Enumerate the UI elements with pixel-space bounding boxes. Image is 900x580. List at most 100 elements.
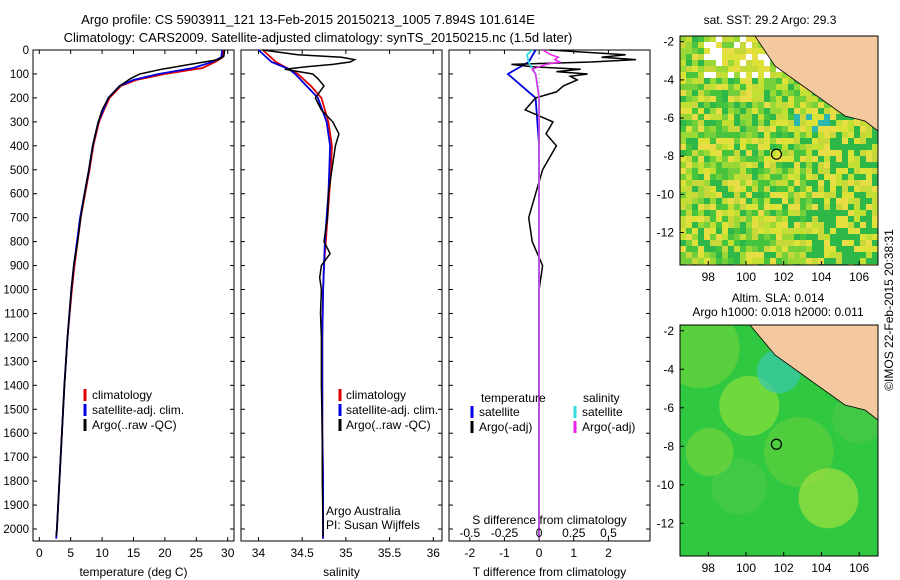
series-line-argo-raw-qc- <box>55 49 226 537</box>
x-tick-label: 100 <box>736 270 756 284</box>
y-tick-label: -2 <box>663 324 674 338</box>
x-tick-label: 0 <box>536 546 543 560</box>
s-tick-label: 0 <box>536 526 543 540</box>
legend-label: satellite-adj. clim. <box>346 403 438 417</box>
y-tick-label: -12 <box>657 226 675 240</box>
s-tick-label: 0.25 <box>562 526 586 540</box>
x-tick-label: 36 <box>427 546 441 560</box>
x-axis-label: salinity <box>323 565 360 579</box>
annotation-text: Argo Australia <box>326 504 401 518</box>
x-tick-label: 100 <box>736 561 756 575</box>
y-tick-label: 1100 <box>4 308 29 320</box>
series-line-argo-raw-qc- <box>262 49 357 537</box>
difference-panel: -2 -1 0 1 2 T difference from climatology -0.5… <box>448 49 651 579</box>
land-area <box>749 325 878 421</box>
legend-label: Argo(..raw -QC) <box>92 418 177 432</box>
x-tick-label: 5 <box>67 546 74 560</box>
map-field <box>680 36 878 265</box>
y-tick-label: 1700 <box>3 452 29 464</box>
y-tick-label: 900 <box>10 261 29 273</box>
map-field <box>680 325 878 556</box>
y-tick-label: -4 <box>663 362 674 376</box>
x-axis-label-top: S difference from climatology <box>472 513 627 527</box>
legend-label: climatology <box>92 388 152 402</box>
y-tick-label: 1500 <box>3 404 29 416</box>
y-tick-label: 300 <box>10 117 29 129</box>
x-tick-label: 34 <box>252 546 266 560</box>
y-tick-label: -12 <box>657 516 675 530</box>
y-tick-label: 2000 <box>3 524 29 536</box>
legend-label: satellite-adj. clim. <box>92 403 184 417</box>
y-tick-label: 1000 <box>3 285 29 297</box>
legend-label: satellite <box>582 405 623 419</box>
map-frame <box>679 35 879 266</box>
x-axis-label: temperature (deg C) <box>79 565 187 579</box>
x-tick-label: 20 <box>158 546 172 560</box>
x-tick-label: 102 <box>774 270 794 284</box>
x-tick-label: 35 <box>339 546 353 560</box>
y-tick-label: -6 <box>663 401 674 415</box>
s-tick-label: 0.5 <box>600 526 617 540</box>
x-tick-label: 0 <box>36 546 43 560</box>
y-tick-label: -10 <box>657 187 675 201</box>
x-tick-label: 15 <box>127 546 141 560</box>
plot-frame <box>240 49 443 542</box>
series-line-s-argo-adj- <box>531 49 563 539</box>
y-tick-label: -10 <box>657 478 675 492</box>
y-tick-label: 800 <box>10 237 29 249</box>
y-tick-label: 600 <box>10 189 29 201</box>
y-tick-label: 700 <box>10 213 29 225</box>
x-tick-label: 106 <box>849 561 869 575</box>
x-tick-label: 1 <box>570 546 577 560</box>
title-line-2: Climatology: CARS2009. Satellite-adjuste… <box>64 30 573 45</box>
y-tick-label: 200 <box>10 93 29 105</box>
y-tick-label: -2 <box>663 35 674 49</box>
x-tick-label: 2 <box>605 546 612 560</box>
x-tick-label: 98 <box>702 561 716 575</box>
y-tick-label: -6 <box>663 111 674 125</box>
y-tick-label: 1800 <box>3 476 29 488</box>
sla-map-title-1: Altim. SLA: 0.014 <box>732 291 825 305</box>
x-tick-label: 10 <box>95 546 109 560</box>
plot-frame <box>32 49 235 542</box>
sla-map-title-2: Argo h1000: 0.018 h2000: 0.011 <box>692 305 864 319</box>
x-tick-label: -2 <box>464 546 475 560</box>
sst-map-title: sat. SST: 29.2 Argo: 29.3 <box>704 13 837 27</box>
x-tick-label: 34.5 <box>290 546 314 560</box>
x-tick-label: 102 <box>774 561 794 575</box>
s-tick-label: -0.25 <box>491 526 519 540</box>
map-frame <box>679 324 879 557</box>
x-tick-label: 98 <box>702 270 716 284</box>
y-tick-label: 0 <box>23 45 29 57</box>
x-tick-label: 104 <box>811 270 831 284</box>
float-position-marker <box>770 148 783 160</box>
y-tick-label: 1600 <box>3 428 29 440</box>
legend-label: climatology <box>346 388 406 402</box>
y-tick-label: -4 <box>663 73 674 87</box>
title-line-1: Argo profile: CS 5903911_121 13-Feb-2015… <box>81 12 535 27</box>
x-tick-label: 25 <box>190 546 204 560</box>
annotation-text: PI: Susan Wijffels <box>326 518 420 532</box>
y-tick-label: -8 <box>663 439 674 453</box>
x-tick-label: 104 <box>811 561 831 575</box>
y-tick-label: 1400 <box>3 380 29 392</box>
y-tick-label: 100 <box>10 69 29 81</box>
legend-title-salinity: salinity <box>583 391 620 405</box>
sst-map-panel: sat. SST: 29.2 Argo: 29.3 98 100 102 104 106 -… <box>657 13 879 284</box>
y-tick-label: 500 <box>10 165 29 177</box>
x-tick-label: -1 <box>499 546 510 560</box>
legend-label: Argo(-adj) <box>582 420 635 434</box>
legend-label: satellite <box>479 405 520 419</box>
plot-frame <box>448 49 651 542</box>
float-position-marker <box>770 438 783 450</box>
temperature-panel: 0 5 10 15 20 25 300100200300400500600700800900… <box>3 45 234 579</box>
y-tick-label: 1900 <box>3 500 29 512</box>
legend-label: Argo(-adj) <box>479 420 532 434</box>
y-tick-label: 400 <box>10 141 29 153</box>
x-axis-label: T difference from climatology <box>473 565 627 579</box>
x-tick-label: 30 <box>221 546 235 560</box>
s-tick-label: -0.5 <box>459 526 480 540</box>
y-tick-label: 1200 <box>3 332 29 344</box>
